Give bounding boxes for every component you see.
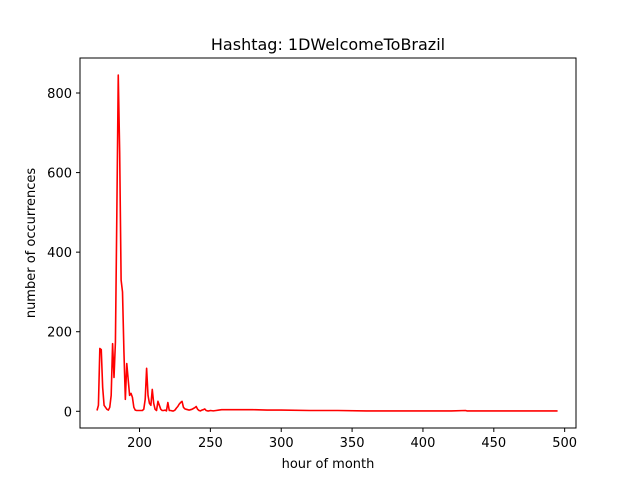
x-tick-label: 250: [198, 436, 223, 451]
y-tick-label: 0: [64, 405, 72, 420]
x-tick-label: 200: [127, 436, 152, 451]
plot-area: [79, 57, 577, 429]
x-tick-label: 450: [481, 436, 506, 451]
x-tick-label: 400: [411, 436, 436, 451]
y-axis-label: number of occurrences: [24, 168, 39, 319]
x-tick-label: 500: [552, 436, 577, 451]
x-axis: 200 250 300 350 400 450 500: [127, 428, 577, 451]
series-line: [96, 74, 558, 412]
y-tick-label: 400: [47, 246, 72, 261]
x-tick-label: 300: [269, 436, 294, 451]
y-axis: 0 200 400 600 800: [47, 87, 80, 420]
y-tick-label: 200: [47, 326, 72, 341]
y-tick-label: 800: [47, 87, 72, 102]
y-tick-label: 600: [47, 167, 72, 182]
x-axis-label: hour of month: [282, 457, 375, 472]
chart-title: Hashtag: 1DWelcomeToBrazil: [211, 35, 445, 54]
x-tick-label: 350: [340, 436, 365, 451]
